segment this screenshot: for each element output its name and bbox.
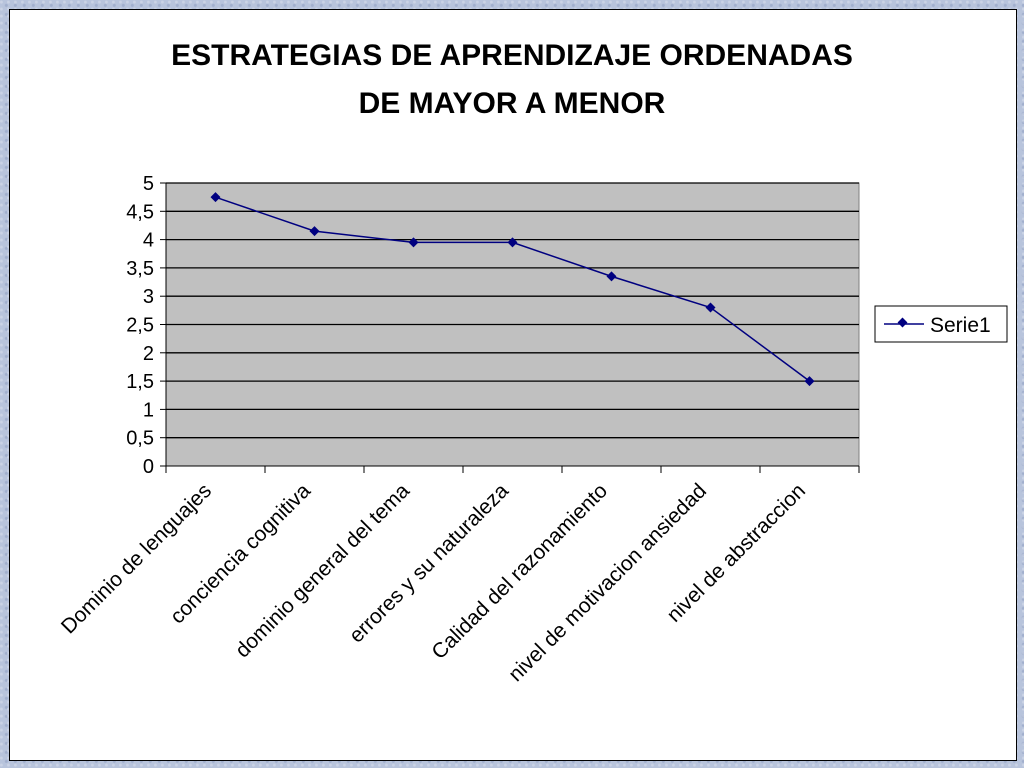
chart-title-line-1: ESTRATEGIAS DE APRENDIZAJE ORDENADAS (171, 39, 853, 72)
data-point-marker (804, 376, 815, 387)
x-category-label: Calidad del razonamiento (427, 479, 612, 664)
data-point-marker (210, 192, 221, 203)
y-tick-label: 2,5 (126, 315, 154, 337)
y-tick-label: 0,5 (126, 428, 154, 450)
y-tick-label: 4 (143, 230, 154, 252)
data-point-marker (408, 237, 419, 248)
data-point-marker (507, 237, 518, 248)
y-tick-label: 3 (143, 286, 154, 308)
y-tick-label: 0 (143, 456, 154, 478)
x-category-label: errores y su naturaleza (345, 479, 513, 647)
chart-frame: ESTRATEGIAS DE APRENDIZAJE ORDENADAS DE … (9, 9, 1017, 761)
data-point-marker (309, 226, 320, 237)
y-tick-label: 1 (143, 399, 154, 421)
data-point-marker (606, 271, 617, 282)
legend-label-serie1: Serie1 (930, 314, 991, 337)
y-tick-label: 4,5 (126, 201, 154, 223)
x-category-label: dominio general del tema (231, 479, 414, 662)
y-tick-label: 3,5 (126, 258, 154, 280)
y-tick-label: 5 (143, 173, 154, 195)
chart-title-line-2: DE MAYOR A MENOR (359, 87, 666, 120)
legend-diamond-marker (897, 317, 908, 328)
y-tick-label: 2 (143, 343, 154, 365)
x-category-label: nivel de motivacion ansiedad (504, 479, 711, 686)
legend: Serie1 (874, 305, 1008, 343)
y-tick-label: 1,5 (126, 371, 154, 393)
line-chart: ESTRATEGIAS DE APRENDIZAJE ORDENADAS DE … (57, 39, 1008, 686)
data-point-marker (705, 302, 716, 313)
